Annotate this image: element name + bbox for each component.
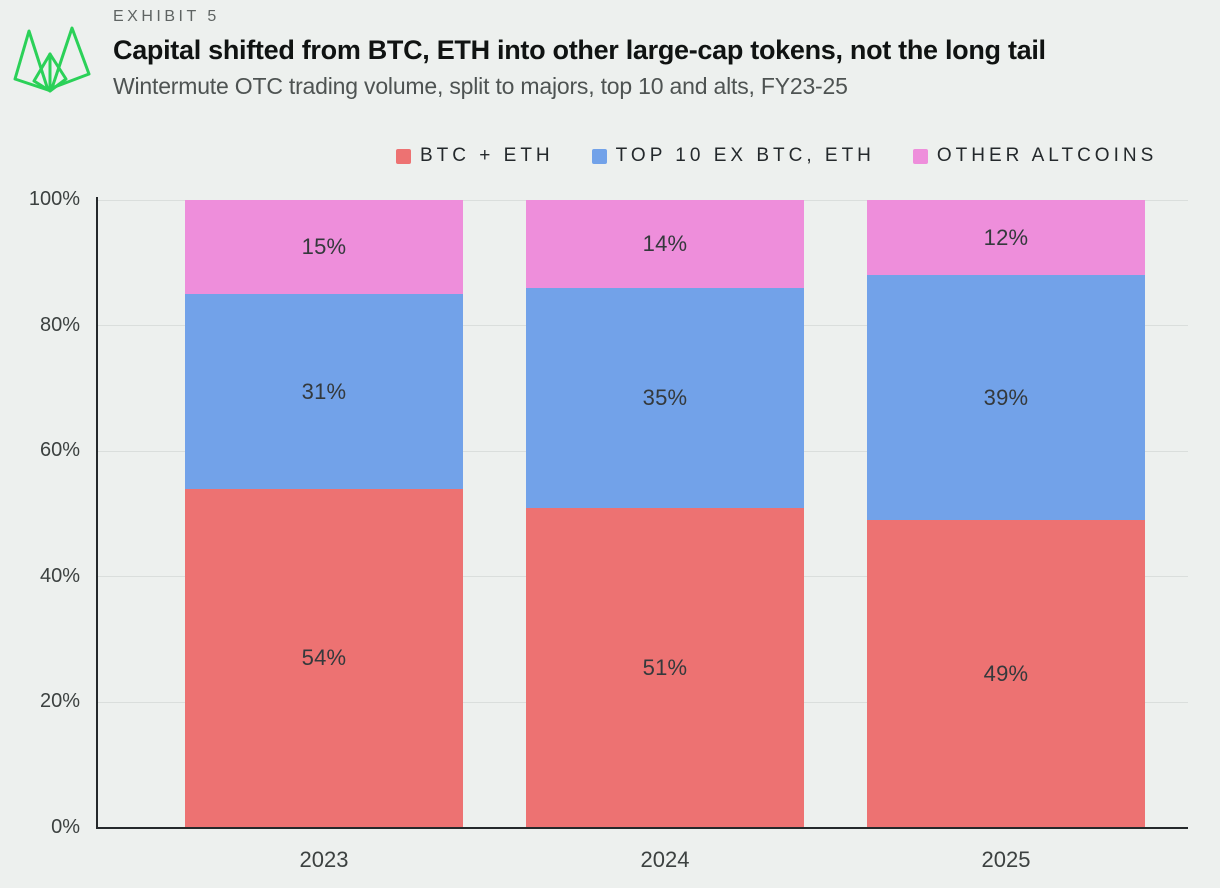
bar-segment-value: 31%	[301, 378, 347, 404]
legend-swatch-icon	[591, 148, 607, 164]
exhibit-label: EXHIBIT 5	[113, 8, 220, 25]
bar-segment-value: 39%	[983, 384, 1029, 410]
bar-segment: 31%	[185, 294, 463, 489]
stacked-bar-2023: 54% 31% 15%	[185, 200, 463, 828]
bar-segment-value: 54%	[301, 645, 347, 671]
legend-label: OTHER ALTCOINS	[936, 145, 1158, 166]
legend-swatch-icon	[912, 148, 928, 164]
x-axis-line	[96, 827, 1188, 829]
bar-segment-value: 12%	[983, 224, 1029, 250]
page-title: Capital shifted from BTC, ETH into other…	[113, 35, 1046, 65]
chart-header: EXHIBIT 5 Capital shifted from BTC, ETH …	[113, 8, 1203, 100]
x-axis-tick-label: 2024	[640, 847, 690, 872]
gridline	[98, 199, 1188, 201]
y-axis-tick-label: 40%	[39, 564, 80, 587]
bar-segment: 12%	[867, 200, 1145, 276]
bar-segment: 49%	[867, 520, 1145, 828]
legend-swatch-icon	[396, 148, 411, 164]
legend-item: TOP 10 EX BTC, ETH	[591, 145, 875, 167]
bar-segment-value: 49%	[983, 661, 1029, 687]
y-axis-tick-label: 60%	[39, 439, 80, 462]
y-axis-tick-label: 100%	[28, 188, 80, 210]
stacked-bar-2025: 49% 39% 12%	[867, 200, 1145, 828]
x-axis-tick-label: 2023	[299, 847, 349, 872]
y-axis-line	[96, 197, 98, 829]
bar-segment-value: 51%	[642, 654, 688, 680]
legend-label: BTC + ETH	[420, 145, 554, 166]
wintermute-logo-icon	[13, 26, 91, 93]
x-axis-tick-label: 2025	[981, 847, 1031, 872]
bar-segment-value: 14%	[642, 230, 688, 256]
bar-segment: 51%	[526, 507, 804, 828]
legend-item: BTC + ETH	[396, 145, 554, 167]
y-axis-tick-label: 20%	[39, 690, 80, 713]
bar-segment: 15%	[185, 200, 463, 295]
legend-item: OTHER ALTCOINS	[912, 145, 1158, 167]
bar-segment: 14%	[526, 200, 804, 288]
bar-segment: 54%	[185, 488, 463, 828]
y-axis-tick-label: 0%	[51, 816, 80, 838]
chart-legend: BTC + ETH TOP 10 EX BTC, ETH OTHER ALTCOIN…	[396, 145, 1157, 167]
bar-segment-value: 35%	[642, 384, 688, 410]
stacked-bar-2024: 51% 35% 14%	[526, 200, 804, 828]
y-axis-tick-label: 80%	[39, 313, 80, 336]
bar-segment: 39%	[867, 275, 1145, 521]
bar-segment: 35%	[526, 287, 804, 508]
legend-label: TOP 10 EX BTC, ETH	[615, 145, 875, 166]
page-subtitle: Wintermute OTC trading volume, split to …	[113, 73, 848, 100]
bar-segment-value: 15%	[301, 234, 347, 260]
